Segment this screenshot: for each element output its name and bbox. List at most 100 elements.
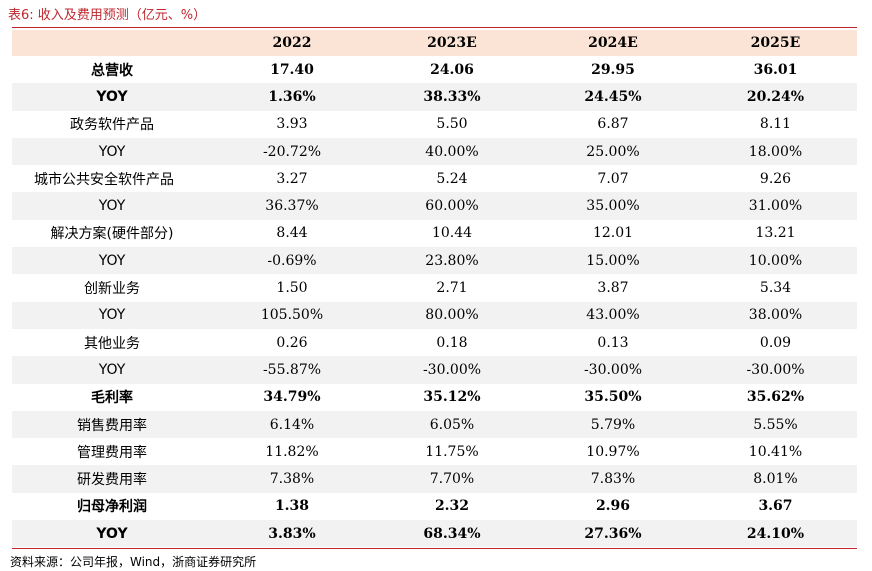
value-cell: 20.24% — [694, 83, 857, 111]
value-cell: 7.70% — [372, 465, 532, 493]
value-cell: 3.87 — [597, 280, 629, 297]
table-row: 销售费用率 6.14% 6.05% 5.79% 5.55% — [12, 410, 857, 439]
table-row: 城市公共安全软件产品 3.27 5.24 7.07 9.26 — [12, 165, 857, 192]
table-row: 其他业务 0.26 0.18 0.13 0.09 — [12, 329, 857, 356]
table-row: YOY -55.87% -30.00% -30.00% -30.00% — [12, 356, 857, 384]
value-cell: 60.00% — [372, 192, 532, 220]
header-row: 2022 2023E 2024E 2025E — [12, 30, 857, 56]
value-cell: 1.50 — [276, 280, 308, 297]
row-label: YOY — [12, 137, 212, 166]
value-cell: -30.00% — [694, 356, 857, 384]
value-cell: 1.38 — [274, 498, 310, 515]
value-cell: 43.00% — [532, 301, 694, 329]
row-label: 城市公共安全软件产品 — [34, 171, 174, 188]
row-label: 创新业务 — [84, 281, 140, 298]
value-cell: 35.12% — [423, 389, 481, 406]
value-cell: 35.50% — [584, 389, 642, 406]
bottom-rule — [12, 548, 857, 549]
row-label: 其他业务 — [84, 335, 140, 352]
value-cell: 10.97% — [586, 443, 640, 460]
value-cell: 2.71 — [436, 280, 468, 297]
value-cell: 105.50% — [212, 301, 372, 329]
value-cell: 6.14% — [212, 410, 372, 439]
value-cell: 13.21 — [755, 225, 796, 242]
value-cell: 11.75% — [425, 443, 479, 460]
value-cell: 0.18 — [436, 334, 468, 351]
header-cell-2024e: 2024E — [532, 30, 694, 56]
value-cell: 25.00% — [532, 137, 694, 166]
value-cell: 24.45% — [532, 83, 694, 111]
value-cell: 3.83% — [212, 520, 372, 548]
table-row: 解决方案(硬件部分) 8.44 10.44 12.01 13.21 — [12, 220, 857, 247]
table-row: 研发费用率 7.38% 7.70% 7.83% 8.01% — [12, 465, 857, 493]
row-label: 总营收 — [91, 62, 133, 79]
table-row: 总营收 17.40 24.06 29.95 36.01 — [12, 56, 857, 83]
value-cell: 2.32 — [434, 498, 470, 515]
value-cell: 38.00% — [694, 301, 857, 329]
value-cell: 29.95 — [591, 61, 635, 78]
header-cell-2025e: 2025E — [694, 30, 857, 56]
row-label: 销售费用率 — [12, 410, 212, 439]
value-cell: 68.34% — [372, 520, 532, 548]
value-cell: 6.87 — [597, 116, 629, 133]
value-cell: 12.01 — [592, 225, 634, 242]
value-cell: 24.10% — [694, 520, 857, 548]
row-label: 归母净利润 — [77, 499, 147, 516]
table-row: YOY 1.36% 38.33% 24.45% 20.24% — [12, 83, 857, 111]
row-label: YOY — [12, 83, 212, 111]
value-cell: -30.00% — [532, 356, 694, 384]
row-label: 研发费用率 — [12, 465, 212, 493]
table-row: 管理费用率 11.82% 11.75% 10.97% 10.41% — [12, 438, 857, 465]
value-cell: 6.05% — [372, 410, 532, 439]
value-cell: 5.50 — [436, 116, 468, 133]
value-cell: 0.13 — [597, 334, 629, 351]
value-cell: 35.00% — [532, 192, 694, 220]
value-cell: 11.82% — [265, 443, 319, 460]
value-cell: 17.40 — [270, 61, 314, 78]
forecast-table: 2022 2023E 2024E 2025E 总营收 17.40 24.06 29.9… — [12, 30, 857, 548]
value-cell: 34.79% — [263, 389, 321, 406]
table-row: YOY 36.37% 60.00% 35.00% 31.00% — [12, 192, 857, 220]
table-row: YOY -0.69% 23.80% 15.00% 10.00% — [12, 247, 857, 275]
header-cell-label — [12, 30, 212, 56]
row-label: YOY — [12, 356, 212, 384]
value-cell: 5.34 — [759, 280, 792, 297]
value-cell: 2.96 — [595, 498, 631, 515]
value-cell: 1.36% — [212, 83, 372, 111]
value-cell: 5.24 — [436, 170, 468, 187]
table-row: YOY 3.83% 68.34% 27.36% 24.10% — [12, 520, 857, 548]
value-cell: 31.00% — [694, 192, 857, 220]
value-cell: 3.67 — [758, 498, 793, 515]
table-row: YOY 105.50% 80.00% 43.00% 38.00% — [12, 301, 857, 329]
row-label: 政务软件产品 — [70, 117, 154, 134]
row-label: 解决方案(硬件部分) — [50, 226, 174, 243]
value-cell: -55.87% — [212, 356, 372, 384]
value-cell: 10.44 — [431, 225, 473, 242]
row-label: 毛利率 — [91, 390, 133, 407]
value-cell: 0.26 — [276, 334, 308, 351]
value-cell: 23.80% — [372, 247, 532, 275]
value-cell: 18.00% — [694, 137, 857, 166]
value-cell: -30.00% — [372, 356, 532, 384]
value-cell: 5.55% — [694, 410, 857, 439]
value-cell: 10.00% — [694, 247, 857, 275]
row-label: 管理费用率 — [77, 444, 147, 461]
value-cell: 8.01% — [694, 465, 857, 493]
row-label: YOY — [12, 520, 212, 548]
value-cell: 0.09 — [759, 334, 792, 351]
table-row: 政务软件产品 3.93 5.50 6.87 8.11 — [12, 111, 857, 138]
value-cell: 80.00% — [372, 301, 532, 329]
table-row: 创新业务 1.50 2.71 3.87 5.34 — [12, 274, 857, 301]
value-cell: 3.93 — [276, 116, 308, 133]
row-label: YOY — [12, 247, 212, 275]
header-cell-2023e: 2023E — [372, 30, 532, 56]
value-cell: 24.06 — [430, 61, 474, 78]
value-cell: 15.00% — [532, 247, 694, 275]
row-label: YOY — [12, 192, 212, 220]
value-cell: 35.62% — [746, 389, 805, 406]
value-cell: 7.07 — [597, 170, 629, 187]
value-cell: 9.26 — [759, 170, 792, 187]
value-cell: -0.69% — [212, 247, 372, 275]
value-cell: 10.41% — [748, 443, 803, 460]
value-cell: -20.72% — [212, 137, 372, 166]
